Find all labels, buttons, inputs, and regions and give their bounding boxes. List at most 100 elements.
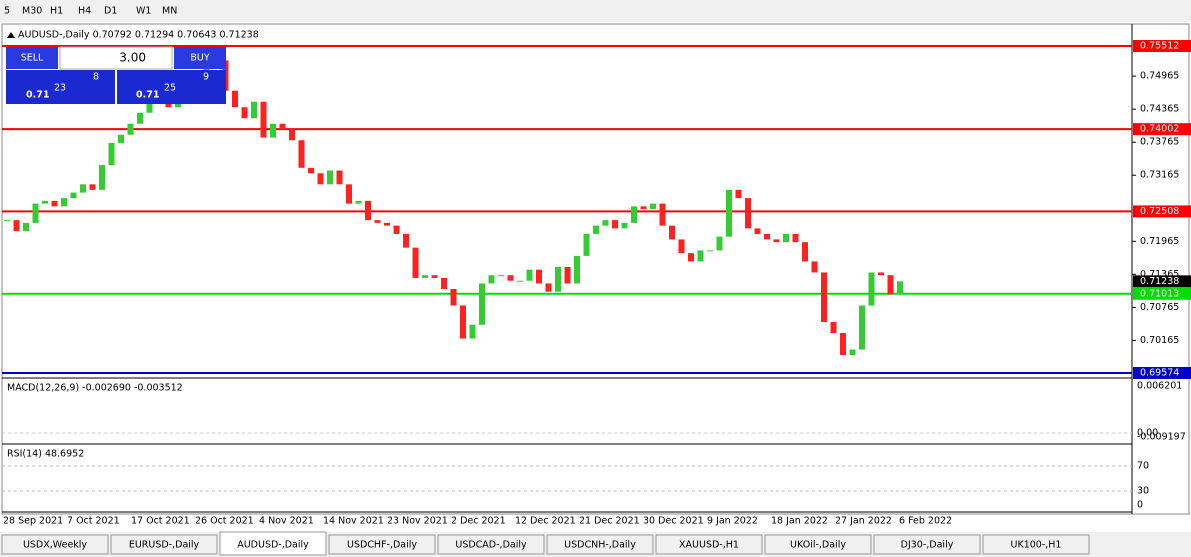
timeframe[interactable]: H1 [50,6,63,17]
candle [555,266,561,292]
buy-price[interactable] [117,70,226,104]
tab-label: UKOil-,Daily [790,540,846,551]
candle [602,220,609,226]
lots-input[interactable] [59,46,173,70]
candle [365,200,371,221]
tab[interactable] [1,534,109,555]
tab-label: XAUUSD-,H1 [679,540,739,551]
candle [298,140,305,168]
candle [887,275,894,295]
collapse-icon [7,32,15,38]
tab[interactable] [219,531,327,556]
tab-label: DJ30-,Daily [901,540,954,551]
candle [545,283,552,292]
candle [488,275,495,284]
candle [678,239,685,254]
level-label: 0.75512 [1140,41,1179,52]
buy-button[interactable] [174,47,226,69]
candle [631,206,637,223]
tab[interactable] [110,534,218,555]
candle [260,101,267,138]
tab[interactable] [328,534,436,555]
tab[interactable] [873,534,981,555]
candle [108,143,115,166]
y-tick-label: 0.74965 [1140,71,1179,82]
date-label: 28 Sep 2021 [3,516,63,527]
candle [327,170,333,185]
candle [279,123,286,130]
timeframe[interactable]: 5 [4,6,10,17]
candle [735,189,742,199]
tabs: USDX,Weekly EURUSD-,Daily AUDUSD-,Daily USD… [1,531,1090,556]
rsi-tick: 30 [1137,486,1149,497]
candle [32,203,39,223]
candle [460,305,466,339]
candle [422,275,428,278]
level-label-bg [1133,123,1191,136]
candle [498,275,504,277]
timeframe[interactable]: D1 [104,6,117,17]
timeframe[interactable]: M30 [22,6,42,17]
tab-label: USDCHF-,Daily [347,540,417,551]
bid-label: 0.71238 [1140,276,1179,287]
date-label: 26 Oct 2021 [195,516,254,527]
macd-tick: 0.006201 [1137,381,1182,392]
candle [469,324,476,339]
tab-label: UK100-,H1 [1011,540,1062,551]
level-label: 0.71013 [1140,288,1179,299]
candle [517,280,523,282]
tab-label: USDCAD-,Daily [455,540,527,551]
bid-label-bg [1133,275,1191,288]
rsi-tick: 70 [1137,461,1149,472]
tab-label: EURUSD-,Daily [129,540,200,551]
sell-price[interactable] [6,70,115,104]
level-label: 0.72508 [1140,206,1179,217]
chart-header: AUDUSD-,Daily 0.70792 0.71294 0.70643 0.… [18,30,259,41]
tab-label: USDCNH-,Daily [564,540,636,551]
candle [507,275,514,281]
candle [479,283,485,325]
candle [384,222,390,226]
date-label: 6 Feb 2022 [899,516,952,527]
date-label: 27 Jan 2022 [835,516,892,527]
candle [317,173,324,185]
candle [650,203,656,210]
candle [308,167,314,174]
level-label-bg [1133,367,1191,379]
tab[interactable] [655,534,763,555]
candle [118,134,124,144]
macd-tick: 0.00 [1137,428,1158,439]
timeframe[interactable]: H4 [78,6,91,17]
timeframe[interactable]: MN [162,6,177,17]
candle [849,349,856,356]
price-chart: 0.749650.743650.737650.731650.719650.713… [2,40,1191,379]
date-label: 4 Nov 2021 [259,516,314,527]
tab[interactable] [982,534,1090,555]
buy-big: 25 [164,83,176,94]
candle [431,275,438,278]
tab[interactable] [764,534,872,555]
timeframes: 5 M30 H1 H4 D1 W1 MN [4,6,177,17]
sell-big: 23 [54,83,66,94]
level-label-bg [1133,40,1191,52]
candle [336,170,343,185]
candle [716,236,723,251]
candle [640,206,647,210]
trade-panel: SELL 3.00 BUY 0.71 23 8 0.71 25 9 [6,46,226,104]
tab[interactable] [546,534,654,555]
candle [792,233,799,243]
sell-button[interactable] [6,47,58,69]
candle [241,107,248,119]
candle [811,261,818,273]
tab[interactable] [437,534,545,555]
y-tick-label: 0.71365 [1140,269,1179,280]
rsi-tick: 0 [1137,500,1143,511]
date-label: 14 Nov 2021 [323,516,384,527]
candle [659,203,666,226]
candle [251,101,257,119]
macd-tick: -0.009197 [1137,432,1186,443]
date-label: 9 Jan 2022 [707,516,758,527]
candle [355,200,362,204]
timeframe[interactable]: W1 [136,6,151,17]
candle [232,90,238,108]
